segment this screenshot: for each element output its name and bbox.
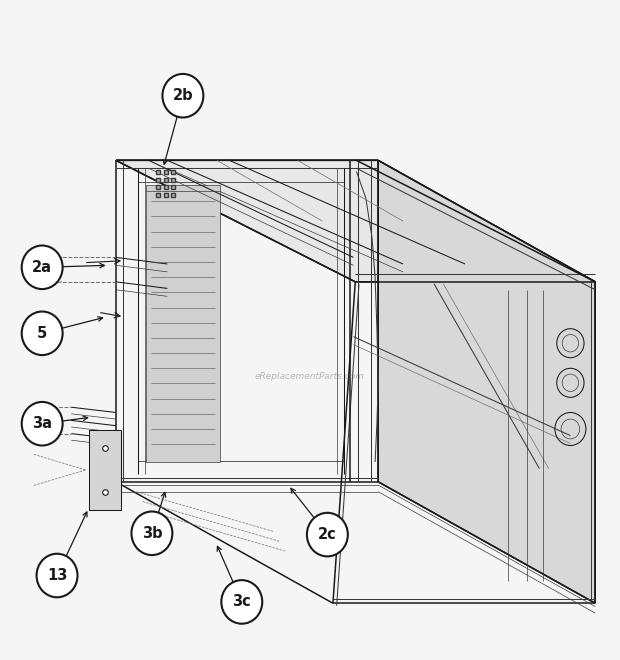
Polygon shape <box>378 160 595 603</box>
Text: 3c: 3c <box>232 595 251 609</box>
Circle shape <box>37 554 78 597</box>
Circle shape <box>131 512 172 555</box>
Text: 13: 13 <box>47 568 67 583</box>
Circle shape <box>307 513 348 556</box>
Text: 2b: 2b <box>172 88 193 103</box>
Circle shape <box>22 246 63 289</box>
Text: 2a: 2a <box>32 260 52 275</box>
Text: 2c: 2c <box>318 527 337 542</box>
Circle shape <box>162 74 203 117</box>
Circle shape <box>22 312 63 355</box>
Bar <box>146 185 220 462</box>
Polygon shape <box>116 160 595 282</box>
Bar <box>89 430 121 510</box>
Text: 3b: 3b <box>141 526 162 541</box>
Text: 5: 5 <box>37 326 47 341</box>
Text: eReplacementParts.com: eReplacementParts.com <box>255 372 365 381</box>
Circle shape <box>221 580 262 624</box>
Text: 3a: 3a <box>32 416 52 431</box>
Circle shape <box>22 402 63 446</box>
